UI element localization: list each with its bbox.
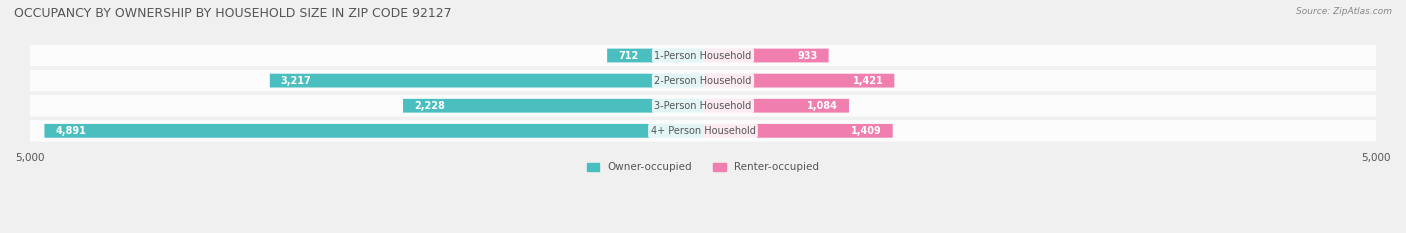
Text: 933: 933 — [797, 51, 818, 61]
FancyBboxPatch shape — [703, 74, 894, 88]
Text: 1,421: 1,421 — [853, 76, 883, 86]
FancyBboxPatch shape — [607, 49, 703, 62]
FancyBboxPatch shape — [703, 124, 893, 138]
Text: 2-Person Household: 2-Person Household — [654, 76, 752, 86]
Text: 4+ Person Household: 4+ Person Household — [651, 126, 755, 136]
FancyBboxPatch shape — [703, 49, 828, 62]
FancyBboxPatch shape — [45, 124, 703, 138]
FancyBboxPatch shape — [30, 120, 1376, 141]
FancyBboxPatch shape — [703, 99, 849, 113]
FancyBboxPatch shape — [30, 95, 1376, 116]
FancyBboxPatch shape — [30, 70, 1376, 91]
FancyBboxPatch shape — [270, 74, 703, 88]
Text: Source: ZipAtlas.com: Source: ZipAtlas.com — [1296, 7, 1392, 16]
Text: 1,084: 1,084 — [807, 101, 838, 111]
Text: 3,217: 3,217 — [281, 76, 311, 86]
Legend: Owner-occupied, Renter-occupied: Owner-occupied, Renter-occupied — [582, 158, 824, 176]
Text: 1-Person Household: 1-Person Household — [654, 51, 752, 61]
Text: OCCUPANCY BY OWNERSHIP BY HOUSEHOLD SIZE IN ZIP CODE 92127: OCCUPANCY BY OWNERSHIP BY HOUSEHOLD SIZE… — [14, 7, 451, 20]
FancyBboxPatch shape — [30, 45, 1376, 66]
Text: 3-Person Household: 3-Person Household — [654, 101, 752, 111]
Text: 2,228: 2,228 — [413, 101, 444, 111]
FancyBboxPatch shape — [404, 99, 703, 113]
Text: 4,891: 4,891 — [55, 126, 86, 136]
Text: 1,409: 1,409 — [851, 126, 882, 136]
Text: 712: 712 — [617, 51, 638, 61]
